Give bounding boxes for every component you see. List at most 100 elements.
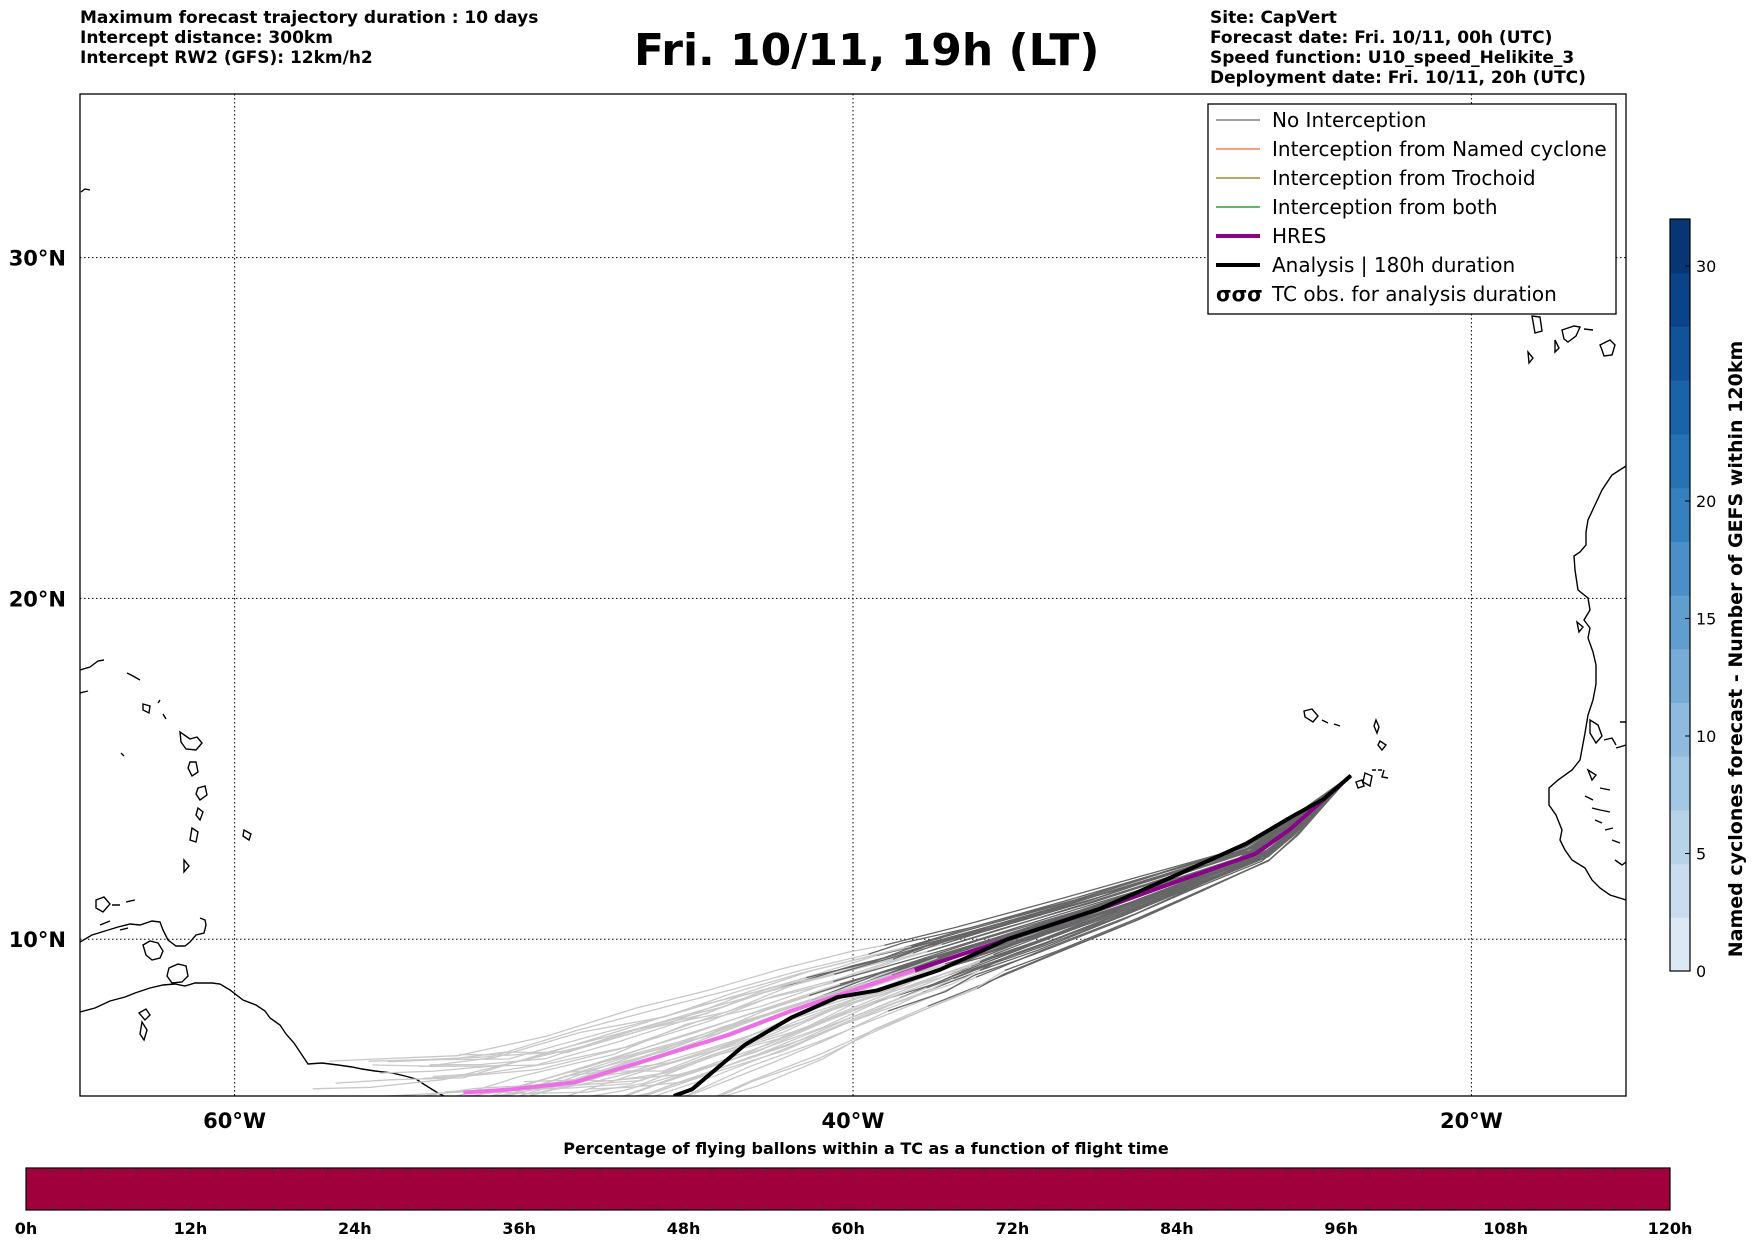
ensemble-trajectory [683,1010,889,1096]
legend-item: Interception from Named cyclone [1216,137,1607,161]
header-right-line: Deployment date: Fri. 10/11, 20h (UTC) [1210,68,1586,88]
legend-item: Interception from both [1216,195,1498,219]
tc-obs-symbol: σσσ [1216,282,1263,306]
colorbar-bottom-label: 36h [502,1219,536,1238]
ensemble-trajectory [894,775,1352,972]
africa-islands [1575,620,1626,866]
legend-box [1207,103,1617,315]
legend-label: Analysis | 180h duration [1272,253,1515,277]
antilles-coast [80,659,252,931]
legend-item: Interception from Trochoid [1216,166,1536,190]
ensemble-trajectory [418,958,894,1067]
header-left-line: Maximum forecast trajectory duration : 1… [80,8,539,28]
colorbar-right-title: Named cyclones forecast - Number of GEFS… [1725,341,1747,958]
colorbar-bottom-label: 24h [338,1219,372,1238]
colorbar-bottom-frame [25,1167,1671,1211]
colorbar-right-step [1670,702,1690,757]
colorbar-right-tick-label: 0 [1696,962,1706,981]
ensemble-trajectory [781,775,1352,989]
legend-label: Interception from Named cyclone [1272,137,1607,161]
colorbar-bottom-label: 84h [1160,1219,1194,1238]
map-title: Fri. 10/11, 19h (LT) [634,25,1100,76]
ensemble-trajectory [459,952,913,1056]
longitude-label: 40°W [822,1109,885,1133]
ensemble-trajectory [587,965,972,1096]
colorbar-bottom-label: 72h [996,1219,1030,1238]
colorbar-bottom-label: 12h [174,1219,208,1238]
africa-coast [1548,465,1626,901]
legend-label: Interception from Trochoid [1272,166,1536,190]
colorbar-right-step [1670,648,1690,703]
colorbar-right-step [1670,326,1690,381]
legend-item: Analysis | 180h duration [1216,253,1515,277]
bermuda-coast [80,188,91,193]
ensemble-trajectory [1004,775,1352,972]
ensemble-trajectory [811,775,1352,1002]
ensemble-trajectory [953,775,1352,980]
colorbar-right-step [1670,541,1690,596]
ensemble-trajectory [812,775,1352,1001]
longitude-label: 20°W [1440,1109,1503,1133]
header-left: Maximum forecast trajectory duration : 1… [80,8,538,68]
colorbar-bottom-title: Percentage of flying ballons within a TC… [563,1139,1169,1158]
colorbar-bottom-ticks [25,1168,1671,1210]
colorbar-bottom-label: 60h [831,1219,865,1238]
ensemble-trajectory [483,961,955,1095]
header-right-line: Speed function: U10_speed_Helikite_3 [1210,48,1575,68]
cape-verde-islands [1303,708,1389,789]
analysis-track [673,774,1353,1096]
ensemble-trajectory [387,945,912,1063]
colorbar-right-tick-label: 15 [1696,610,1716,629]
canary-islands [1527,315,1616,365]
colorbar-right-tick-label: 5 [1696,845,1706,864]
ensemble-trajectory [684,976,977,1096]
colorbar-right-tick-label: 20 [1696,492,1716,511]
ensemble-trajectory [455,980,834,1096]
coastlines [80,188,1626,1096]
ensemble-trajectory [527,966,947,1091]
ensemble-trajectory [715,969,1006,1096]
legend-item: HRES [1216,224,1326,248]
longitude-label: 60°W [203,1109,266,1133]
ensemble-trajectory [981,775,1352,962]
colorbar-bottom-fill [26,1168,1670,1210]
ensemble-trajectory [834,775,1352,976]
colorbar-bottom-label: 96h [1324,1219,1358,1238]
ensemble-trajectory [839,775,1352,985]
ensemble-trajectory [489,983,840,1096]
hres-track-late [463,968,916,1095]
ensemble-trajectory [468,998,814,1096]
ensemble-trajectory [979,775,1352,972]
legend-item: No Interception [1216,108,1426,132]
tobago-coast [137,1008,151,1042]
colorbar-right-step [1670,219,1690,274]
ensemble-trajectory [868,775,1352,955]
colorbar-right-tick-label: 10 [1696,727,1716,746]
hres-track [914,774,1353,972]
ensemble-trajectory [931,775,1352,951]
colorbar-right-ticks: 0 5 10 15 20 30 [1685,257,1716,981]
colorbar-right-step [1670,595,1690,650]
colorbar-right-ramp [1670,219,1690,972]
legend-label: HRES [1272,224,1326,248]
colorbar-bottom-label: 0h [15,1219,38,1238]
legend-label: Interception from both [1272,195,1498,219]
colorbar-bottom: Percentage of flying ballons within a TC… [15,1139,1693,1238]
latitude-label: 10°N [9,928,66,952]
colorbar-right-frame [1669,218,1691,972]
paria-coast [142,940,164,961]
ensemble-trajectory [652,969,981,1096]
colorbar-right-step [1670,433,1690,489]
colorbar-bottom-label: 108h [1483,1219,1528,1238]
colorbar-right-step [1670,756,1690,811]
axis-labels: 30°N 20°N 10°N 60°W 40°W 20°W [9,247,1503,1133]
ensemble-trajectory [329,944,885,1062]
ensemble-trajectory [380,976,807,1074]
header-right: Site: CapVert Forecast date: Fri. 10/11,… [1210,8,1586,88]
ensemble-trajectory [927,775,1352,1007]
ensemble-trajectory [368,953,869,1062]
ensemble-trajectory [565,979,905,1096]
colorbar-bottom-labels: 0h 12h 24h 36h 48h 60h 72h 84h 96h 108h 120h [15,1219,1693,1238]
colorbar-right-step [1670,380,1690,435]
